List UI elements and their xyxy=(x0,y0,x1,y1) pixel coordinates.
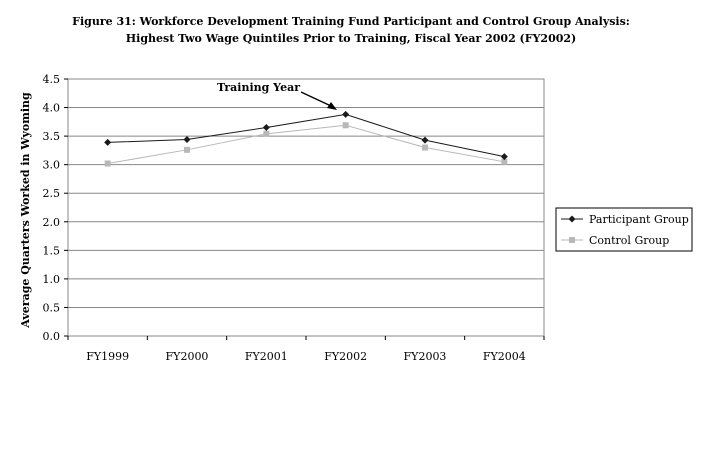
y-tick-label: 2.0 xyxy=(43,216,61,229)
annotation-arrow-line xyxy=(300,91,332,107)
data-point-participant-group xyxy=(500,153,508,161)
x-tick-label: FY1999 xyxy=(86,350,129,363)
data-point-control-group xyxy=(501,158,508,165)
data-point-participant-group xyxy=(183,136,191,144)
legend-label-control: Control Group xyxy=(589,234,669,247)
x-tick-label: FY2003 xyxy=(404,350,447,363)
gridlines xyxy=(68,107,544,308)
data-point-participant-group xyxy=(421,136,429,144)
legend-label-participant: Participant Group xyxy=(589,213,689,226)
x-tick-label: FY2002 xyxy=(324,350,367,363)
x-tick-labels: FY1999 FY2000 FY2001 FY2002 FY2003 FY2004 xyxy=(67,336,545,363)
chart-title: Figure 31: Workforce Development Trainin… xyxy=(72,15,630,28)
legend-marker-control xyxy=(569,237,575,243)
y-tick-label: 4.5 xyxy=(43,73,61,86)
data-point-control-group xyxy=(104,160,111,167)
legend-marker-participant xyxy=(568,215,576,223)
series-line-control-group xyxy=(107,124,505,165)
annotation-training-year: Training Year xyxy=(217,81,300,94)
y-tick-label: 0.0 xyxy=(43,330,61,343)
data-point-participant-group xyxy=(262,124,270,132)
y-tick-labels: 0.0 0.5 1.0 1.5 2.0 2.5 3.0 3.5 4.0 4.5 xyxy=(43,73,68,343)
chart-subtitle: Highest Two Wage Quintiles Prior to Trai… xyxy=(126,32,577,45)
x-tick-label: FY2001 xyxy=(245,350,288,363)
y-tick-label: 1.5 xyxy=(43,244,61,257)
legend: Participant Group Control Group xyxy=(555,207,693,252)
data-point-control-group xyxy=(184,146,190,153)
y-tick-label: 3.5 xyxy=(43,130,61,143)
y-tick-label: 3.0 xyxy=(43,159,61,172)
data-point-control-group xyxy=(342,122,349,129)
legend-box xyxy=(555,207,693,252)
data-point-participant-group xyxy=(342,110,350,118)
y-axis-title: Average Quarters Worked in Wyoming xyxy=(19,92,32,329)
data-point-control-group xyxy=(422,144,428,151)
data-point-control-group xyxy=(263,130,270,137)
annotation: Training Year xyxy=(217,81,337,110)
y-tick-label: 4.0 xyxy=(43,102,61,115)
y-tick-label: 0.5 xyxy=(43,301,61,314)
series-lines xyxy=(104,110,508,167)
series-line-participant-group xyxy=(107,113,505,158)
y-tick-label: 1.0 xyxy=(43,273,61,286)
x-tick-label: FY2004 xyxy=(483,350,526,363)
annotation-arrow-head xyxy=(327,102,337,110)
x-tick-label: FY2000 xyxy=(166,350,209,363)
y-tick-label: 2.5 xyxy=(43,187,61,200)
data-point-participant-group xyxy=(104,138,112,146)
plot-area xyxy=(67,78,545,337)
